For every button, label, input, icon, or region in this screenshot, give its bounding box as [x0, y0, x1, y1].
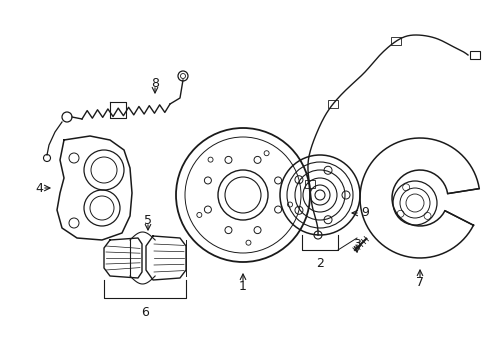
- Text: 7: 7: [415, 275, 423, 288]
- Text: 3: 3: [352, 238, 360, 251]
- Text: 5: 5: [143, 213, 152, 226]
- Bar: [327, 100, 338, 108]
- Text: 1: 1: [239, 280, 246, 293]
- Text: 2: 2: [315, 257, 323, 270]
- Text: 9: 9: [360, 206, 368, 219]
- Text: 8: 8: [151, 77, 159, 90]
- Bar: [390, 37, 400, 45]
- Text: 6: 6: [141, 306, 149, 319]
- Bar: [469, 51, 479, 59]
- Bar: [304, 180, 314, 188]
- Text: 4: 4: [35, 181, 43, 194]
